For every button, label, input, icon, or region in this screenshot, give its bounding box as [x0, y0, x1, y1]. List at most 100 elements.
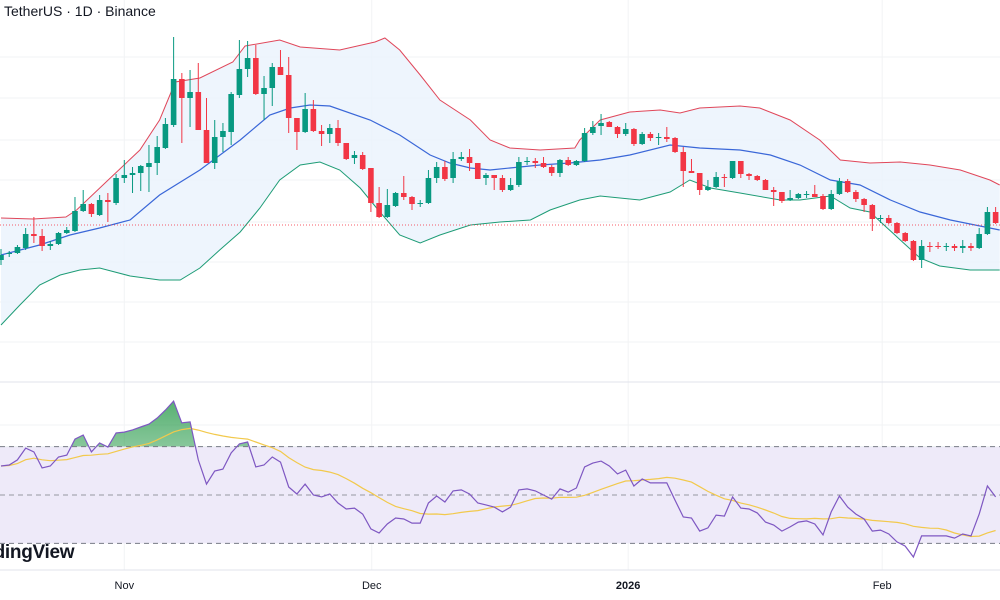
candle-body	[557, 160, 563, 173]
candle	[844, 179, 851, 193]
candle-body	[244, 58, 251, 69]
candle-body	[0, 255, 4, 260]
candle-body	[885, 218, 892, 223]
candle-body	[959, 246, 966, 248]
candle	[39, 229, 45, 251]
candle	[902, 232, 908, 242]
candle-body	[968, 246, 974, 248]
candle-body	[606, 122, 613, 127]
candle	[968, 243, 974, 251]
candle	[450, 152, 456, 183]
candle-body	[820, 196, 826, 209]
candle-body	[779, 192, 785, 201]
candle-body	[195, 92, 202, 130]
candle-body	[918, 246, 925, 260]
candle	[836, 178, 843, 195]
candle	[244, 41, 251, 77]
candle	[154, 136, 160, 175]
candle-body	[984, 212, 991, 234]
candle	[935, 242, 941, 249]
candle	[713, 172, 719, 188]
candle-body	[72, 211, 78, 231]
candle	[491, 175, 497, 190]
candle-body	[622, 129, 629, 134]
candle	[96, 195, 103, 216]
candle	[565, 157, 571, 166]
candle	[606, 121, 613, 127]
candle	[63, 227, 70, 234]
candle-body	[450, 159, 456, 178]
candle-body	[639, 134, 645, 144]
candle	[894, 222, 900, 234]
candle	[351, 151, 358, 164]
candle	[696, 173, 703, 195]
candle-body	[14, 247, 21, 253]
candle	[861, 198, 867, 212]
candle	[483, 173, 489, 185]
time-tick-label: Nov	[114, 580, 135, 592]
candle-body	[170, 79, 177, 125]
candle	[285, 57, 292, 133]
candle-body	[179, 79, 185, 98]
candle-body	[302, 109, 308, 132]
candle-body	[655, 137, 662, 138]
candle	[499, 175, 506, 192]
candle	[787, 190, 793, 201]
candle-body	[113, 178, 119, 203]
candle-body	[22, 234, 29, 248]
candle-body	[121, 175, 128, 178]
candle	[738, 161, 744, 178]
candle	[105, 193, 111, 222]
candle	[655, 133, 662, 145]
candle-body	[581, 133, 588, 161]
candle	[376, 187, 382, 218]
candle	[622, 123, 629, 136]
candle-body	[491, 175, 497, 178]
candle-body	[294, 118, 300, 132]
candle	[31, 217, 37, 243]
candle	[425, 170, 432, 204]
candle-body	[335, 128, 341, 143]
candle	[984, 207, 991, 235]
candle	[22, 228, 29, 250]
candle-body	[236, 69, 243, 95]
candle	[590, 121, 596, 135]
candle-body	[877, 218, 884, 219]
candle	[211, 120, 218, 169]
candle	[828, 190, 835, 210]
candle-body	[39, 236, 45, 246]
candle	[121, 160, 128, 183]
candle-body	[738, 161, 744, 174]
candle	[335, 120, 341, 146]
candle-body	[951, 246, 958, 248]
candle-body	[935, 246, 941, 247]
candle-body	[787, 198, 793, 200]
candle	[746, 173, 752, 180]
candle-body	[400, 193, 407, 197]
candle-body	[220, 131, 226, 137]
candle	[918, 240, 925, 268]
candle-body	[524, 161, 530, 162]
candle-body	[795, 194, 802, 198]
candle	[433, 162, 440, 183]
candle	[203, 98, 210, 163]
candle-body	[672, 138, 678, 152]
candle-body	[869, 205, 876, 219]
candle-body	[770, 190, 777, 192]
candle	[170, 37, 177, 127]
candle	[820, 194, 826, 210]
candle-body	[664, 137, 670, 139]
candle-body	[351, 155, 358, 158]
candle-body	[688, 171, 695, 173]
candle	[14, 245, 21, 254]
candle-body	[910, 241, 917, 260]
candle-body	[277, 67, 284, 75]
candle-body	[803, 194, 810, 195]
candle	[910, 240, 917, 261]
candle	[195, 63, 202, 130]
candle	[442, 161, 448, 181]
candle-body	[894, 223, 900, 233]
candle	[327, 124, 333, 143]
candle	[614, 126, 621, 138]
